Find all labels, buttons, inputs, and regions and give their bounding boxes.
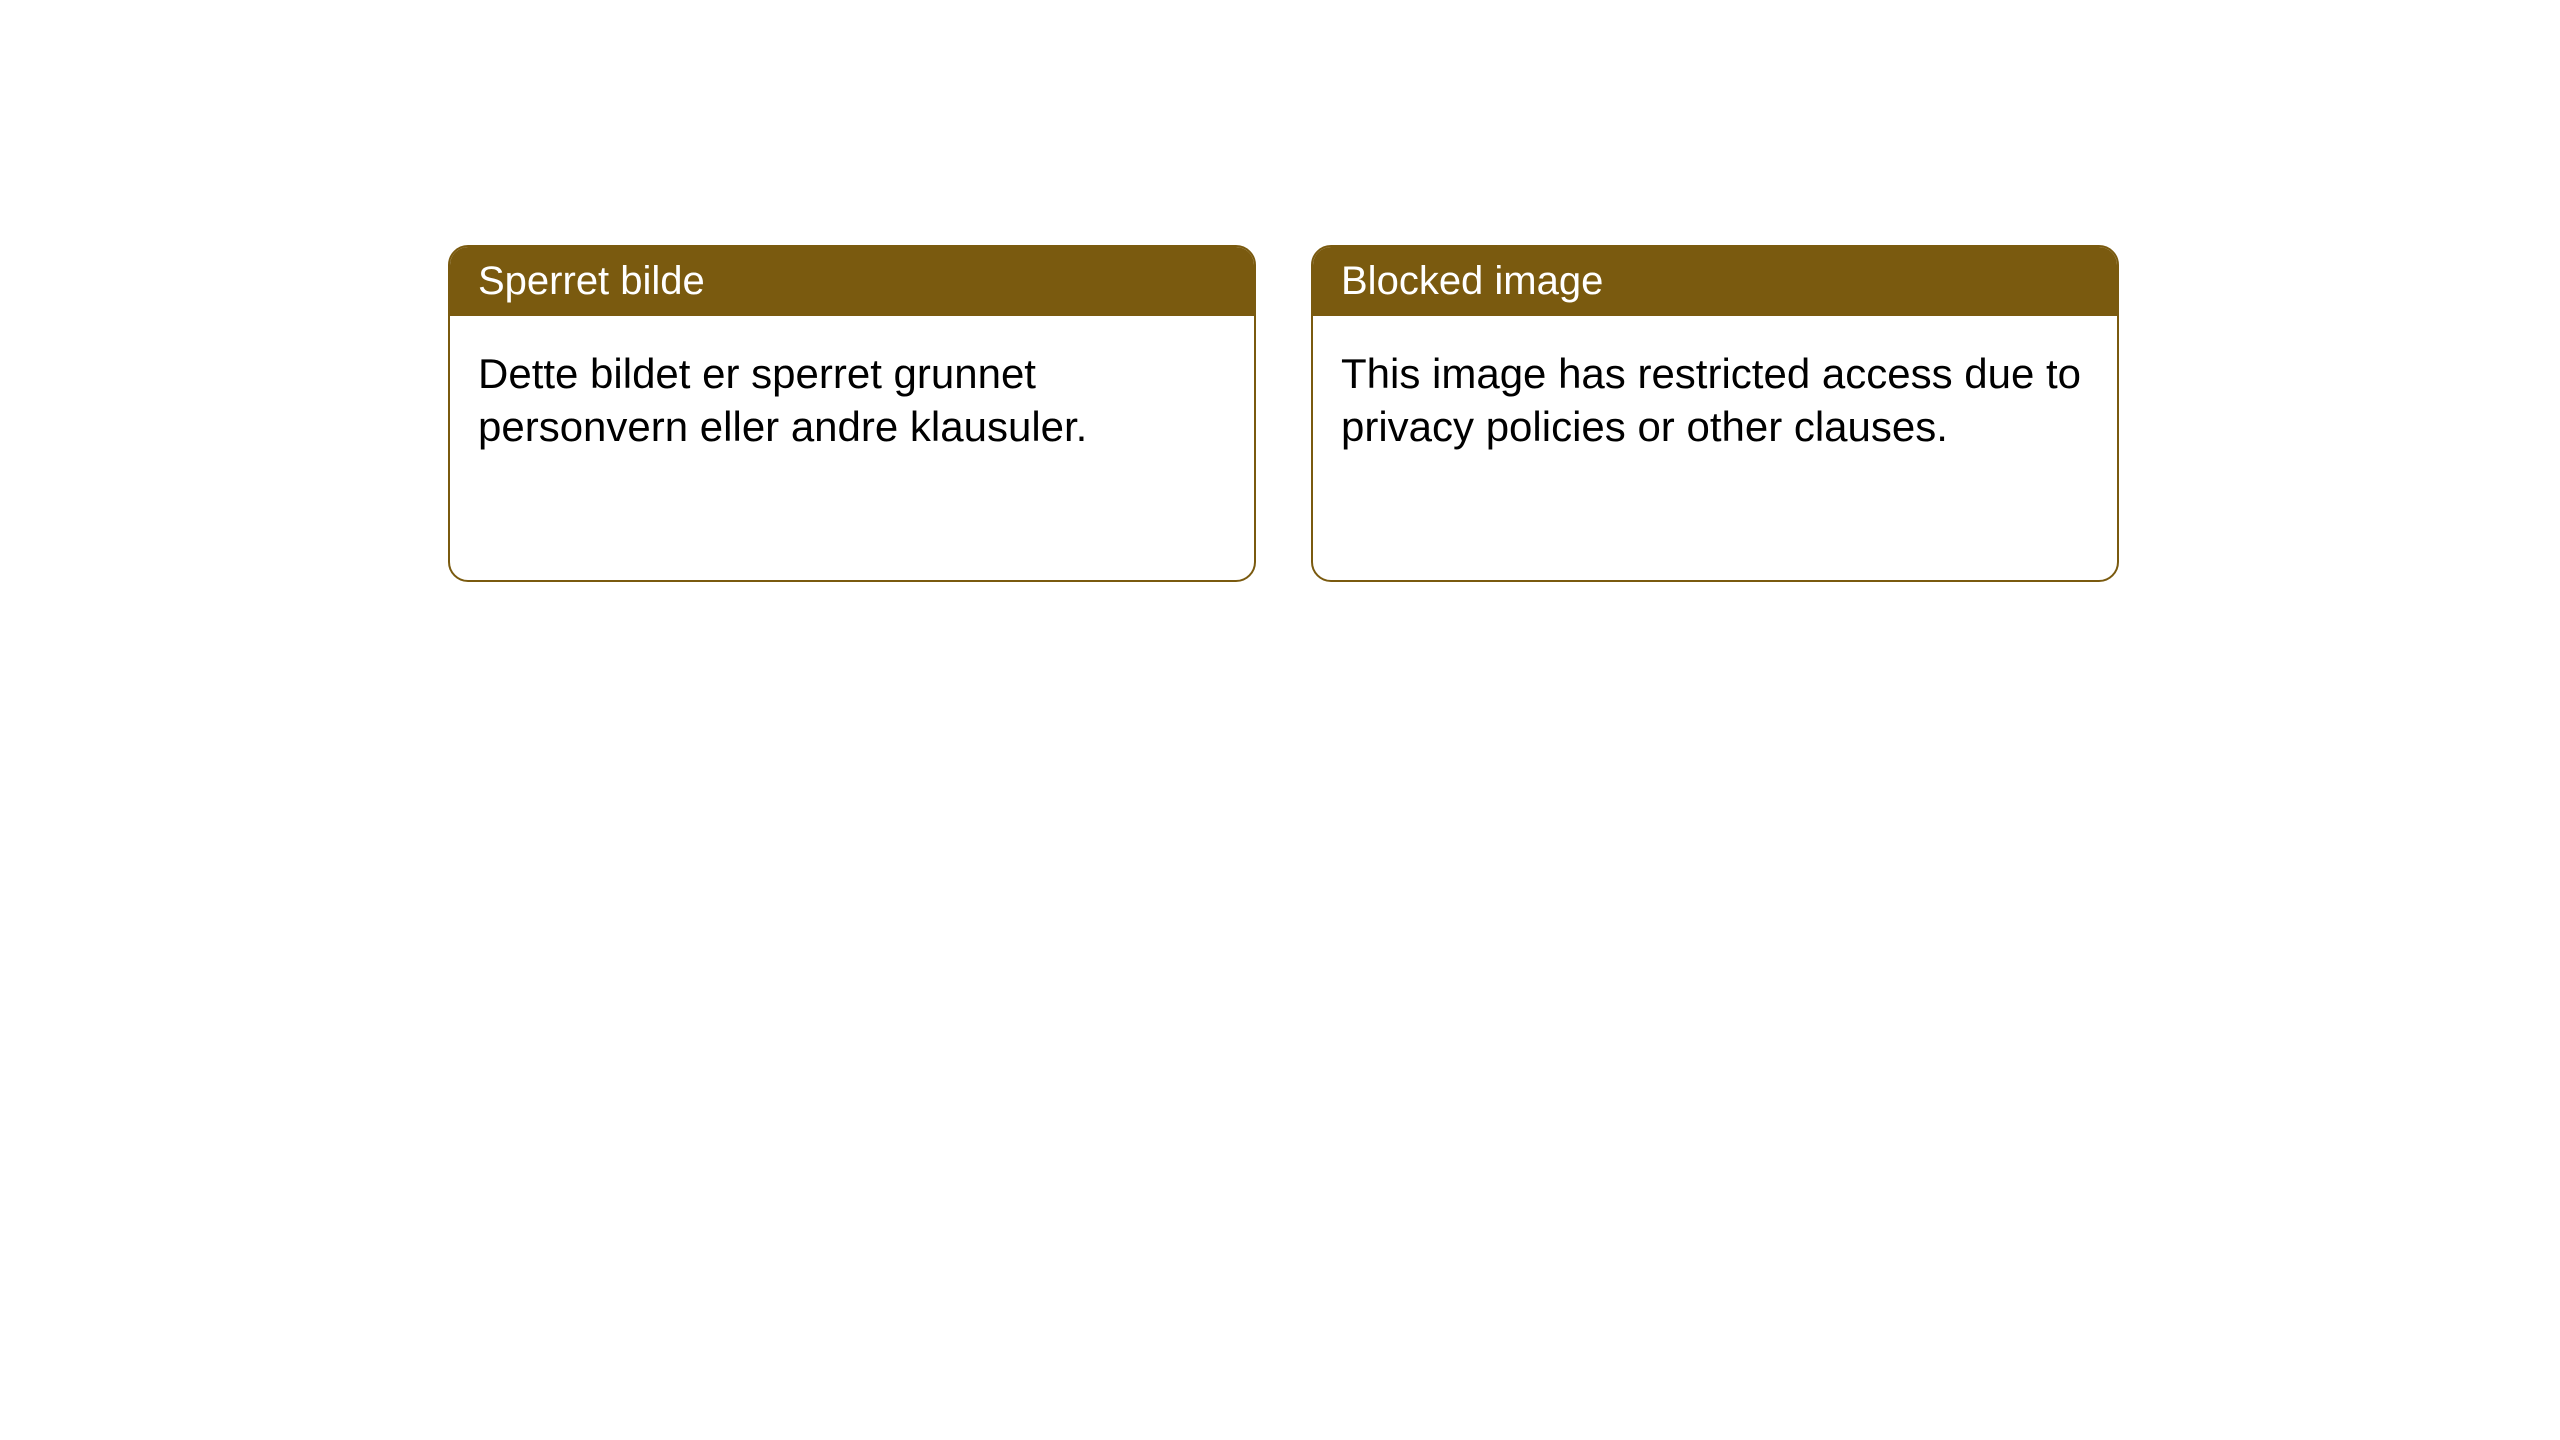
notice-cards-container: Sperret bilde Dette bildet er sperret gr…	[0, 0, 2560, 582]
notice-card-title: Blocked image	[1341, 259, 1603, 303]
notice-card-body: Dette bildet er sperret grunnet personve…	[450, 316, 1254, 485]
notice-card-header: Blocked image	[1313, 247, 2117, 316]
notice-card-message: Dette bildet er sperret grunnet personve…	[478, 350, 1087, 450]
notice-card-english: Blocked image This image has restricted …	[1311, 245, 2119, 582]
notice-card-title: Sperret bilde	[478, 259, 705, 303]
notice-card-body: This image has restricted access due to …	[1313, 316, 2117, 485]
notice-card-header: Sperret bilde	[450, 247, 1254, 316]
notice-card-norwegian: Sperret bilde Dette bildet er sperret gr…	[448, 245, 1256, 582]
notice-card-message: This image has restricted access due to …	[1341, 350, 2081, 450]
